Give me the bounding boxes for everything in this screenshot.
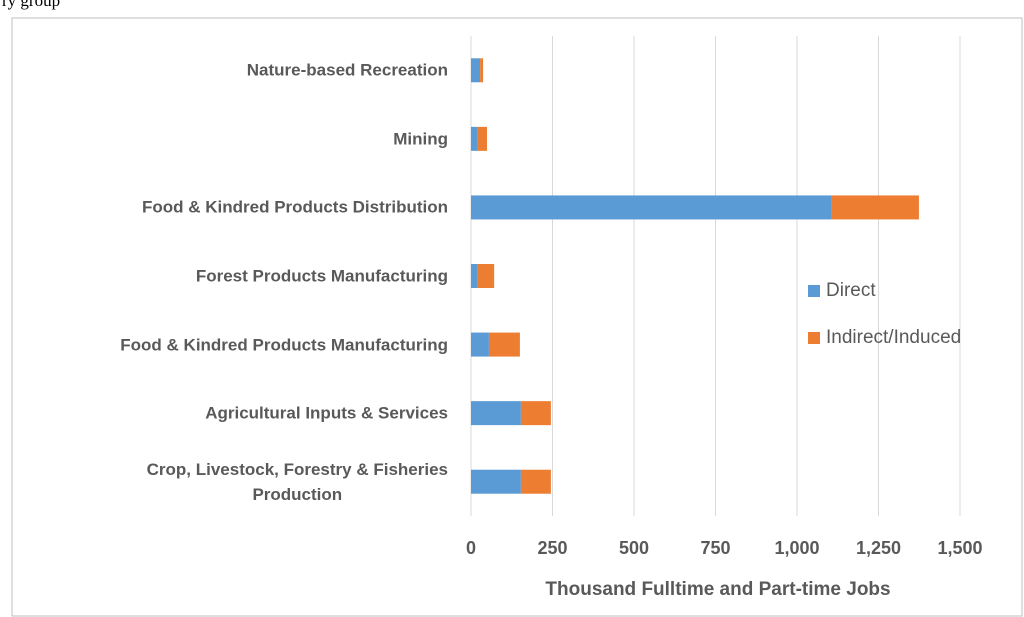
bar-segment — [471, 332, 489, 357]
x-tick-label: 500 — [619, 538, 649, 558]
y-tick-label: Forest Products Manufacturing — [195, 266, 448, 286]
y-tick-label: Food & Kindred Products Manufacturing — [120, 335, 448, 355]
legend-swatch — [808, 285, 820, 297]
x-tick-label: 750 — [700, 538, 730, 558]
y-tick-label: Nature-based Recreation — [246, 60, 448, 80]
chart-frame — [11, 17, 1023, 617]
bar-segment — [520, 401, 551, 426]
legend-swatch — [808, 332, 820, 344]
y-tick-label: Food & Kindred Products Distribution — [142, 197, 448, 217]
bar-segment — [477, 264, 495, 288]
y-tick-label: Crop, Livestock, Forestry & Fisheries Pr… — [146, 459, 448, 504]
bar-segment — [471, 58, 481, 83]
bar-segment — [488, 332, 520, 357]
caption: ry group — [2, 0, 61, 10]
bar-segment — [520, 469, 551, 494]
bar-segment — [471, 264, 478, 288]
y-tick-label: Mining — [393, 129, 448, 149]
x-tick-label: 1,000 — [774, 538, 819, 558]
bar-segment — [480, 58, 484, 83]
x-tick-label: 1,250 — [856, 538, 901, 558]
y-tick-label: Agricultural Inputs & Services — [205, 403, 448, 423]
bar-segment — [831, 195, 919, 220]
bar-segment — [471, 469, 521, 494]
legend-label: Indirect/Induced — [826, 327, 961, 348]
x-axis-title: Thousand Fulltime and Part-time Jobs — [545, 579, 890, 600]
bar-segment — [471, 401, 521, 426]
x-tick-label: 0 — [466, 538, 476, 558]
bar-segment — [471, 126, 478, 151]
x-tick-label: 1,500 — [937, 538, 982, 558]
bar-segment — [477, 126, 487, 151]
legend-label: Direct — [826, 280, 876, 301]
bar-segment — [471, 195, 832, 220]
x-tick-label: 250 — [537, 538, 567, 558]
